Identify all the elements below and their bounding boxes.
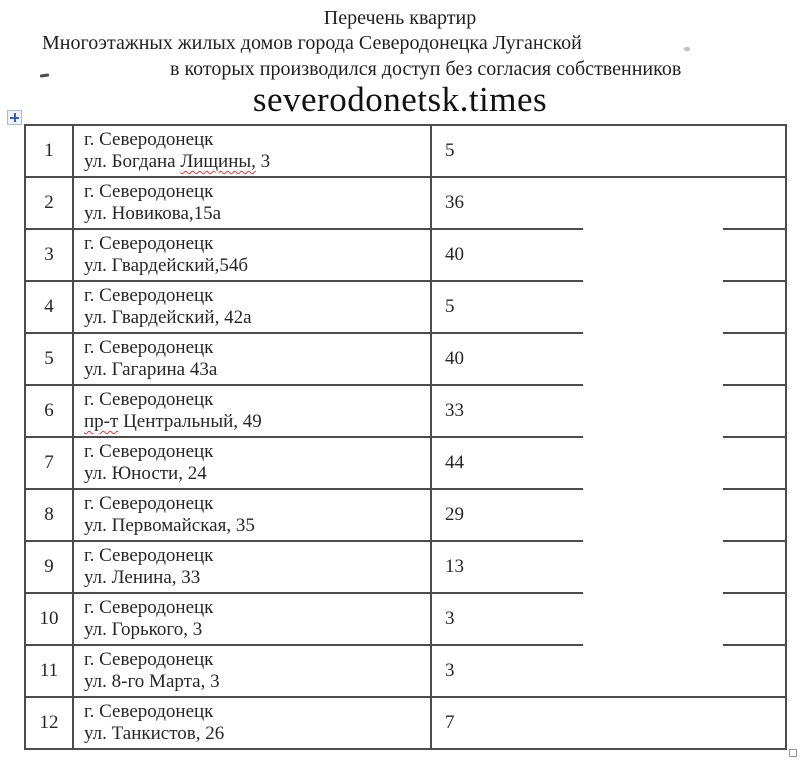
spellcheck-squiggle: пр-т <box>84 411 119 432</box>
table-row: 6 г. Северодонецк пр-т Центральный, 49 3… <box>24 384 787 438</box>
row-number-cell[interactable]: 11 <box>24 644 74 698</box>
erased-line-patch <box>583 277 723 285</box>
count-cell[interactable]: 3 <box>430 644 787 698</box>
address-cell[interactable]: г. Северодонецк ул. Гвардейский, 42а <box>72 280 432 334</box>
address-cell[interactable]: г. Северодонецк ул. Ленина, 33 <box>72 540 432 594</box>
erased-line-patch <box>583 381 723 389</box>
table-row: 4 г. Северодонецк ул. Гвардейский, 42а 5 <box>24 280 787 334</box>
street-line: ул. Гагарина 43а <box>84 359 218 380</box>
table-row: 2 г. Северодонецк ул. Новикова,15а 36 <box>24 176 787 230</box>
row-number-cell[interactable]: 1 <box>24 124 74 178</box>
address-cell[interactable]: г. Северодонецк ул. Новикова,15а <box>72 176 432 230</box>
city-line: г. Северодонецк <box>84 493 214 514</box>
street-line: пр-т Центральный, 49 <box>84 411 262 432</box>
row-number-cell[interactable]: 9 <box>24 540 74 594</box>
street-line: ул. Первомайская, 35 <box>84 515 255 536</box>
address-cell[interactable]: г. Северодонецк ул. Гвардейский,54б <box>72 228 432 282</box>
count-cell[interactable]: 3 <box>430 592 787 646</box>
city-line: г. Северодонецк <box>84 441 214 462</box>
count-cell[interactable]: 44 <box>430 436 787 490</box>
row-number-cell[interactable]: 7 <box>24 436 74 490</box>
address-cell[interactable]: г. Северодонецк ул. 8-го Марта, 3 <box>72 644 432 698</box>
count-cell[interactable]: 13 <box>430 540 787 594</box>
city-line: г. Северодонецк <box>84 545 214 566</box>
row-number-cell[interactable]: 10 <box>24 592 74 646</box>
spellcheck-squiggle: Лищины, <box>180 151 256 172</box>
table-row: 11 г. Северодонецк ул. 8-го Марта, 3 3 <box>24 644 787 698</box>
street-line: ул. Гвардейский, 42а <box>84 307 252 328</box>
street-line: ул. Гвардейский,54б <box>84 255 248 276</box>
table-row: 8 г. Северодонецк ул. Первомайская, 35 2… <box>24 488 787 542</box>
city-line: г. Северодонецк <box>84 181 214 202</box>
erased-line-patch <box>583 329 723 337</box>
street-line: ул. Богдана Лищины, 3 <box>84 151 271 172</box>
count-cell[interactable]: 7 <box>430 696 787 750</box>
street-line: ул. Танкистов, 26 <box>84 723 225 744</box>
address-cell[interactable]: г. Северодонецк ул. Горького, 3 <box>72 592 432 646</box>
row-number-cell[interactable]: 6 <box>24 384 74 438</box>
street-line: ул. Юности, 24 <box>84 463 207 484</box>
city-line: г. Северодонецк <box>84 129 214 150</box>
city-line: г. Северодонецк <box>84 649 214 670</box>
erased-line-patch <box>583 537 723 545</box>
city-line: г. Северодонецк <box>84 337 214 358</box>
count-cell[interactable]: 5 <box>430 124 787 178</box>
erased-text-remnant <box>39 73 50 78</box>
brand-watermark: severodonetsk.times <box>252 80 548 119</box>
address-cell[interactable]: г. Северодонецк ул. Гагарина 43а <box>72 332 432 386</box>
row-number-cell[interactable]: 8 <box>24 488 74 542</box>
city-line: г. Северодонецк <box>84 597 214 618</box>
street-line: ул. Горького, 3 <box>84 619 203 640</box>
count-cell[interactable]: 29 <box>430 488 787 542</box>
street-line: ул. Новикова,15а <box>84 203 222 224</box>
city-line: г. Северодонецк <box>84 233 214 254</box>
doc-title: Перечень квартир <box>323 7 477 29</box>
erased-line-patch <box>583 433 723 441</box>
street-line: ул. Ленина, 33 <box>84 567 201 588</box>
count-cell[interactable]: 40 <box>430 228 787 282</box>
table-row: 5 г. Северодонецк ул. Гагарина 43а 40 <box>24 332 787 386</box>
apartments-table: 1 г. Северодонецк ул. Богдана Лищины, 3 … <box>24 124 787 750</box>
table-row: 10 г. Северодонецк ул. Горького, 3 3 <box>24 592 787 646</box>
address-cell[interactable]: г. Северодонецк пр-т Центральный, 49 <box>72 384 432 438</box>
row-number-cell[interactable]: 5 <box>24 332 74 386</box>
erased-line-patch <box>583 642 723 650</box>
address-cell[interactable]: г. Северодонецк ул. Первомайская, 35 <box>72 488 432 542</box>
address-cell[interactable]: г. Северодонецк ул. Танкистов, 26 <box>72 696 432 750</box>
city-line: г. Северодонецк <box>84 701 214 722</box>
erased-line-patch <box>583 224 723 232</box>
row-number-cell[interactable]: 4 <box>24 280 74 334</box>
count-cell[interactable]: 5 <box>430 280 787 334</box>
erased-text-remnant <box>684 47 690 51</box>
erased-line-patch <box>583 485 723 493</box>
street-line: ул. 8-го Марта, 3 <box>84 671 220 692</box>
doc-subtitle-line2: в которых производился доступ без соглас… <box>170 58 682 80</box>
row-number-cell[interactable]: 2 <box>24 176 74 230</box>
address-cell[interactable]: г. Северодонецк ул. Богдана Лищины, 3 <box>72 124 432 178</box>
city-line: г. Северодонецк <box>84 285 214 306</box>
table-row: 9 г. Северодонецк ул. Ленина, 33 13 <box>24 540 787 594</box>
table-row: 12 г. Северодонецк ул. Танкистов, 26 7 <box>24 696 787 750</box>
table-row: 7 г. Северодонецк ул. Юности, 24 44 <box>24 436 787 490</box>
count-cell[interactable]: 40 <box>430 332 787 386</box>
doc-subtitle-line1: Многоэтажных жилых домов города Северодо… <box>42 32 582 54</box>
erased-line-patch <box>583 590 723 598</box>
table-resize-handle[interactable] <box>789 749 797 757</box>
move-cross-icon <box>10 113 19 122</box>
table-row: 3 г. Северодонецк ул. Гвардейский,54б 40 <box>24 228 787 282</box>
table-move-handle[interactable] <box>7 110 22 125</box>
count-cell[interactable]: 33 <box>430 384 787 438</box>
table-row: 1 г. Северодонецк ул. Богдана Лищины, 3 … <box>24 124 787 178</box>
city-line: г. Северодонецк <box>84 389 214 410</box>
row-number-cell[interactable]: 3 <box>24 228 74 282</box>
count-cell[interactable]: 36 <box>430 176 787 230</box>
row-number-cell[interactable]: 12 <box>24 696 74 750</box>
address-cell[interactable]: г. Северодонецк ул. Юности, 24 <box>72 436 432 490</box>
